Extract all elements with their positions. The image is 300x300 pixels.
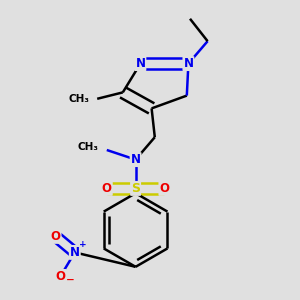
Text: −: −	[66, 274, 74, 285]
Text: O: O	[56, 270, 65, 283]
Text: N: N	[70, 246, 80, 259]
Text: CH₃: CH₃	[78, 142, 99, 152]
Text: +: +	[79, 240, 87, 249]
Text: S: S	[131, 182, 140, 195]
Text: N: N	[135, 57, 146, 70]
Text: O: O	[159, 182, 170, 195]
Text: N: N	[130, 153, 141, 166]
Text: O: O	[102, 182, 112, 195]
Text: CH₃: CH₃	[68, 94, 89, 104]
Text: N: N	[183, 57, 194, 70]
Text: O: O	[51, 230, 61, 243]
